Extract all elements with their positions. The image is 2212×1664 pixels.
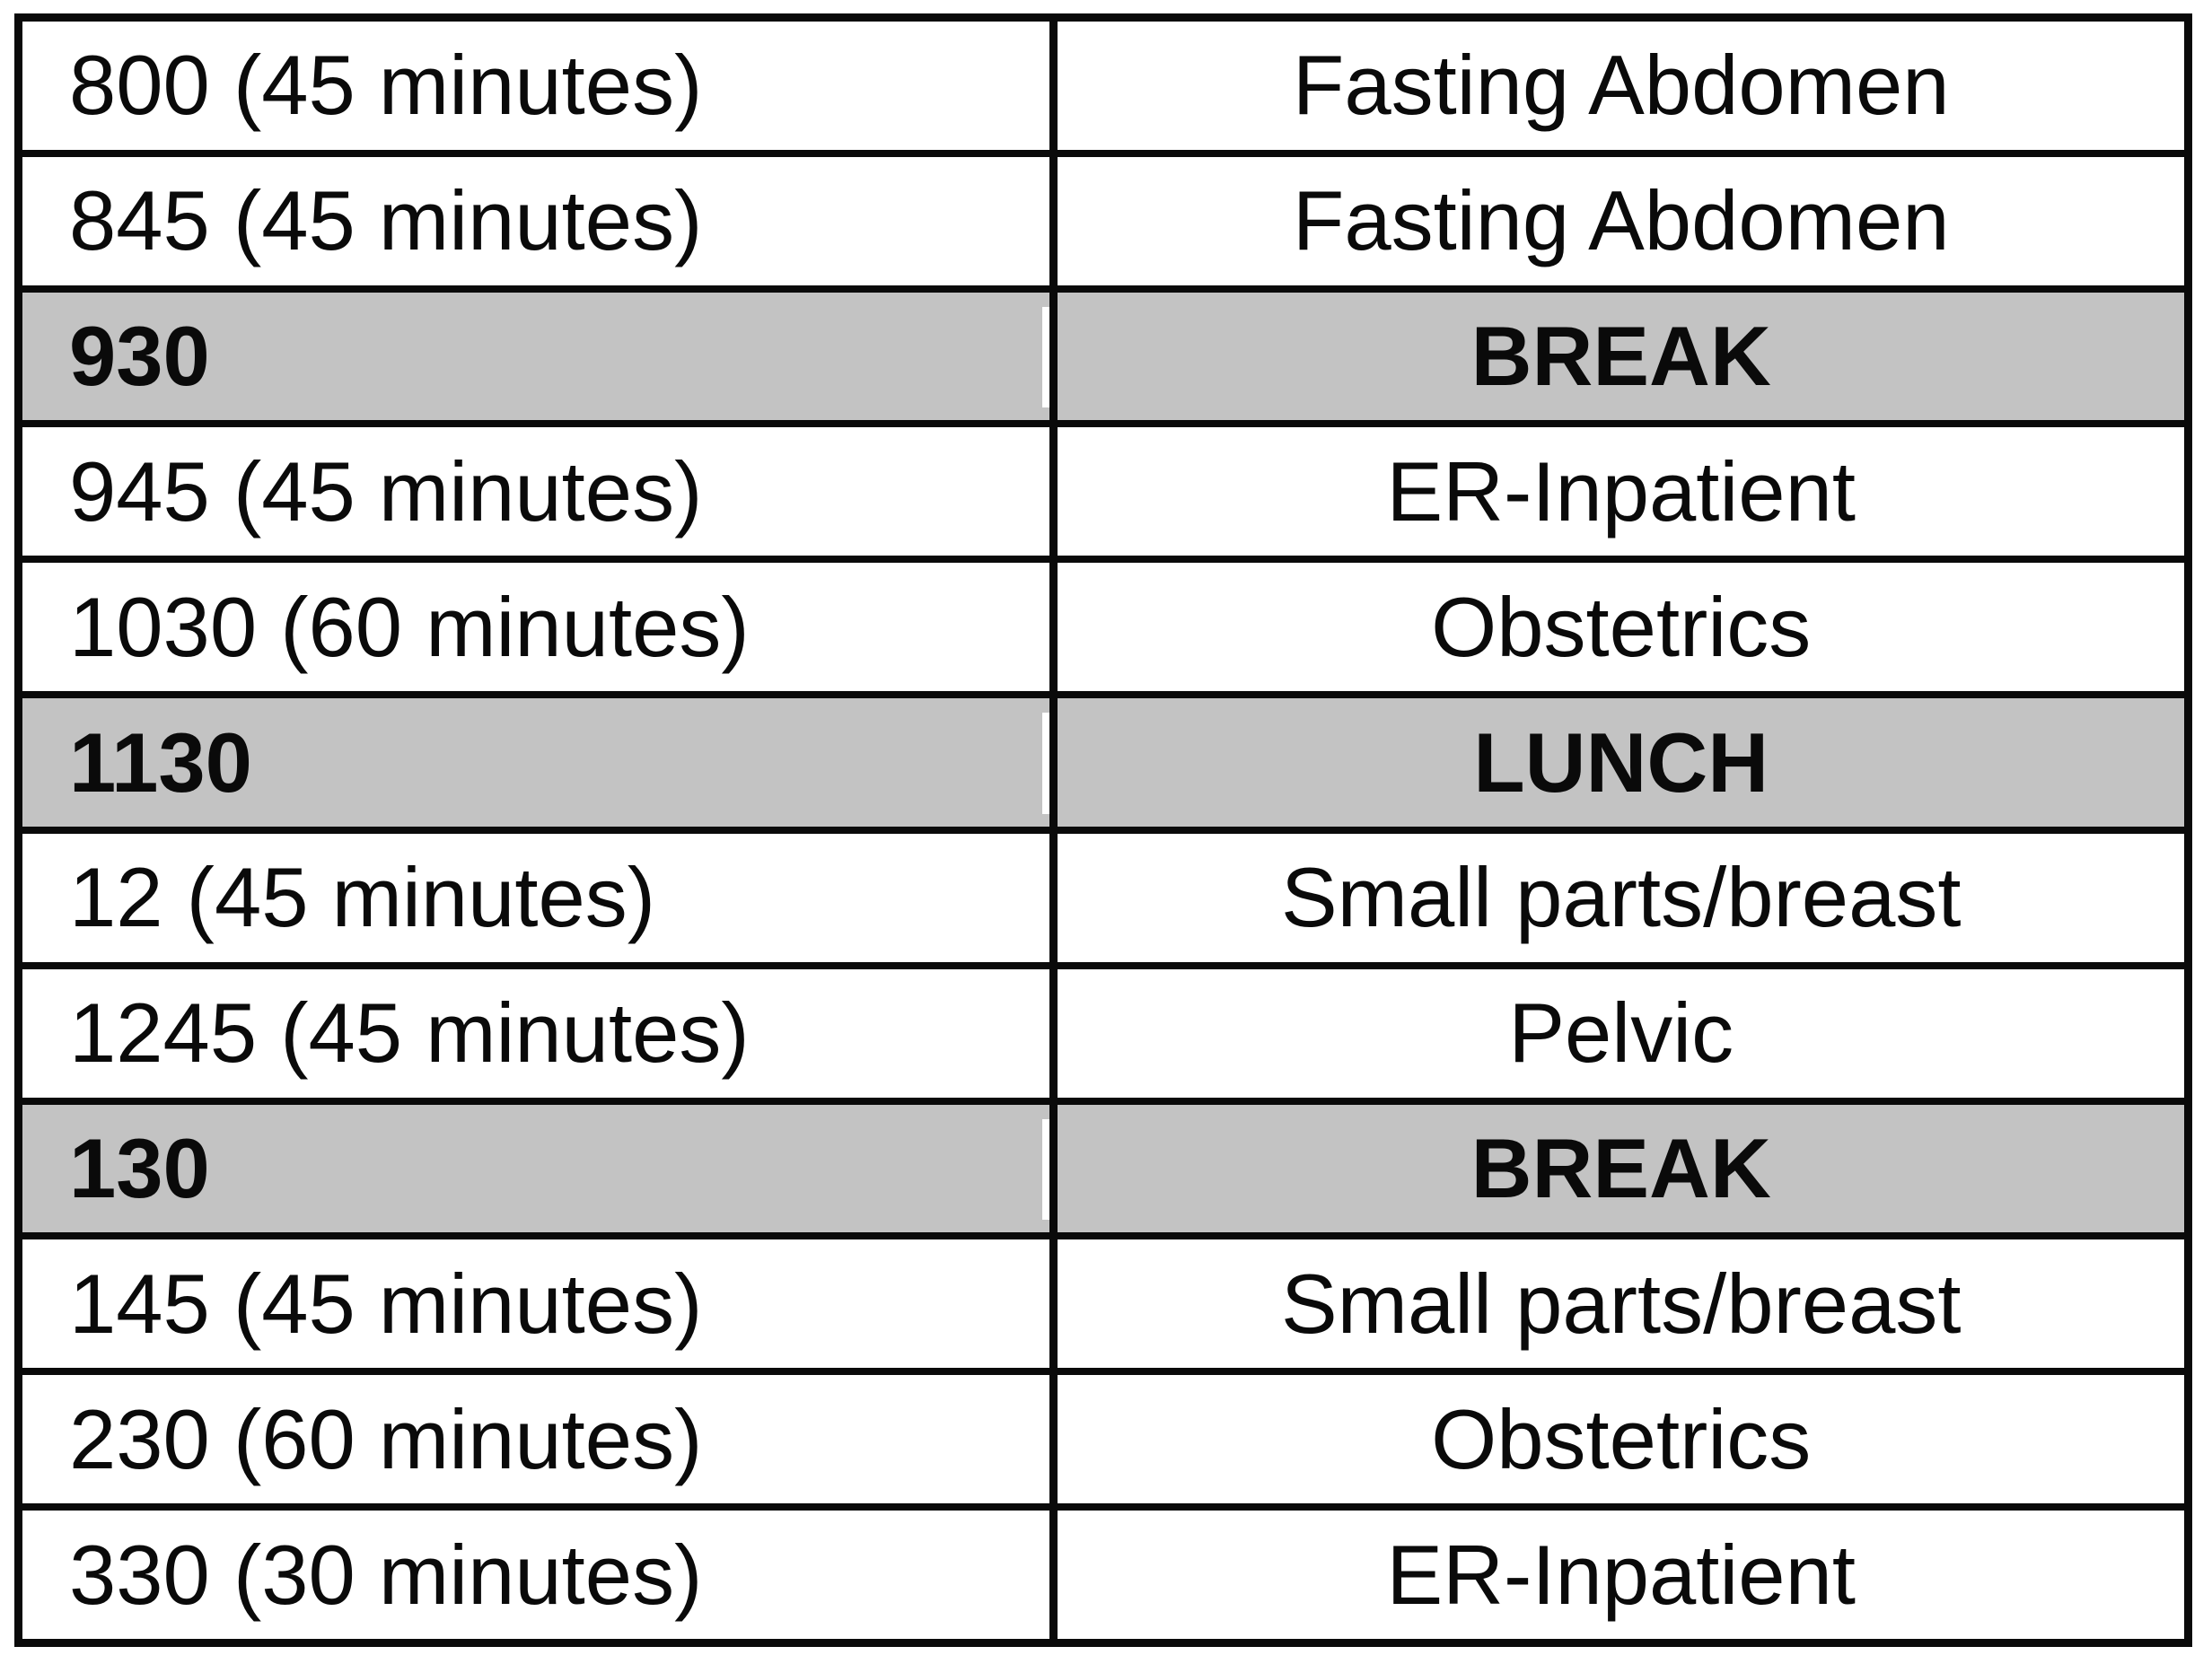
lunch-row: 1130 LUNCH [22, 691, 2184, 827]
time-cell: 945 (45 minutes) [22, 427, 1058, 556]
exam-cell: Small parts/breast [1280, 1256, 1962, 1351]
exam-cell: Pelvic [1508, 985, 1734, 1081]
time-cell: 1030 (60 minutes) [22, 563, 1058, 692]
schedule-row: 845 (45 minutes) Fasting Abdomen [22, 149, 2184, 285]
exam-cell: Fasting Abdomen [1292, 173, 1950, 268]
schedule-row: 945 (45 minutes) ER-Inpatient [22, 420, 2184, 556]
exam-cell: Obstetrics [1431, 579, 1812, 674]
time-cell: 230 (60 minutes) [22, 1375, 1058, 1504]
time-cell: 1130 [22, 698, 1058, 827]
exam-cell: Small parts/breast [1280, 850, 1962, 945]
time-cell: 800 (45 minutes) [22, 22, 1058, 150]
time-cell: 130 [22, 1104, 1058, 1233]
schedule-table: 800 (45 minutes) Fasting Abdomen 845 (45… [14, 13, 2192, 1647]
time-cell: 930 [22, 292, 1058, 421]
exam-cell: ER-Inpatient [1386, 1527, 1856, 1622]
exam-cell: ER-Inpatient [1386, 443, 1856, 539]
break-row: 930 BREAK [22, 285, 2184, 421]
exam-cell: Fasting Abdomen [1292, 38, 1950, 133]
exam-cell: Obstetrics [1431, 1391, 1812, 1486]
time-cell: 330 (30 minutes) [22, 1511, 1058, 1639]
schedule-row: 145 (45 minutes) Small parts/breast [22, 1232, 2184, 1369]
schedule-row: 800 (45 minutes) Fasting Abdomen [22, 22, 2184, 150]
time-cell: 845 (45 minutes) [22, 156, 1058, 285]
exam-cell: BREAK [1470, 309, 1771, 404]
schedule-row: 330 (30 minutes) ER-Inpatient [22, 1503, 2184, 1639]
time-cell: 12 (45 minutes) [22, 833, 1058, 962]
time-cell: 145 (45 minutes) [22, 1239, 1058, 1369]
schedule-row: 230 (60 minutes) Obstetrics [22, 1368, 2184, 1504]
schedule-row: 12 (45 minutes) Small parts/breast [22, 826, 2184, 962]
time-cell: 1245 (45 minutes) [22, 968, 1058, 1098]
exam-cell: LUNCH [1473, 714, 1769, 810]
schedule-row: 1245 (45 minutes) Pelvic [22, 961, 2184, 1098]
schedule-row: 1030 (60 minutes) Obstetrics [22, 556, 2184, 692]
exam-cell: BREAK [1470, 1121, 1771, 1216]
break-row: 130 BREAK [22, 1097, 2184, 1233]
